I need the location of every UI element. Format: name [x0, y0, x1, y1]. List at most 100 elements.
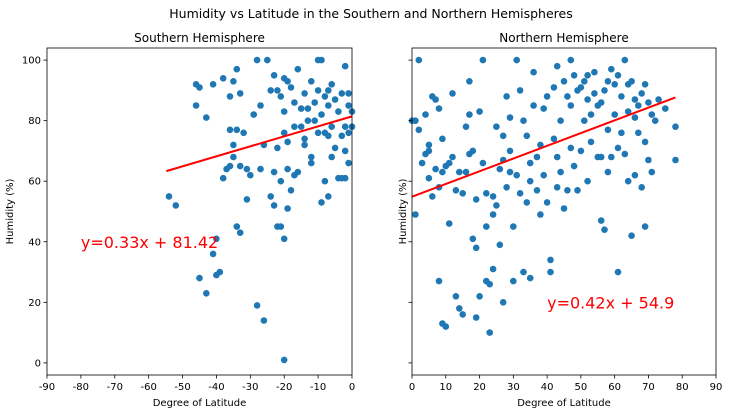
data-point: [581, 78, 588, 85]
data-point: [533, 187, 541, 194]
data-point: [267, 193, 275, 200]
data-point: [325, 102, 332, 109]
data-point: [314, 56, 322, 64]
data-point: [291, 123, 298, 130]
data-point: [287, 187, 295, 194]
data-point: [496, 165, 504, 173]
data-point: [638, 184, 645, 191]
data-point: [301, 90, 308, 97]
data-point: [570, 162, 578, 170]
x-axis-label: Degree of Latitude: [153, 398, 247, 409]
data-point: [516, 190, 524, 197]
data-point: [553, 153, 561, 161]
data-point: [328, 153, 336, 161]
data-point: [287, 84, 295, 91]
data-point: [240, 129, 247, 137]
data-point: [284, 138, 291, 146]
data-point: [321, 93, 329, 100]
data-point: [308, 78, 315, 85]
data-point: [553, 62, 561, 70]
data-point: [523, 199, 531, 206]
x-tick-label: 40: [541, 382, 554, 393]
data-point: [540, 105, 547, 112]
data-point: [564, 93, 571, 100]
x-tick-label: 60: [608, 382, 621, 393]
data-point: [415, 126, 423, 134]
data-point: [567, 102, 575, 109]
data-point: [628, 232, 635, 239]
data-point: [335, 108, 342, 115]
data-point: [294, 65, 302, 73]
data-point: [597, 99, 605, 106]
data-point: [641, 223, 649, 230]
data-point: [236, 90, 244, 97]
data-point: [483, 190, 490, 197]
data-point: [435, 277, 443, 285]
data-point: [618, 93, 625, 100]
data-point: [345, 90, 352, 97]
data-point: [192, 102, 200, 109]
data-point: [550, 135, 558, 143]
scatter-points: [408, 56, 679, 336]
data-point: [280, 108, 288, 115]
data-point: [476, 293, 483, 300]
data-point: [493, 202, 500, 209]
data-point: [526, 159, 534, 167]
data-point: [584, 72, 591, 79]
regression-equation: y=0.42x + 54.9: [547, 293, 674, 312]
data-point: [236, 162, 244, 170]
x-tick-label: 20: [473, 382, 486, 393]
data-point: [449, 90, 456, 97]
y-axis-label: Humidity (%): [398, 178, 409, 244]
data-point: [462, 168, 470, 176]
data-point: [429, 193, 436, 200]
data-point: [314, 129, 322, 137]
data-point: [635, 129, 642, 137]
data-point: [645, 156, 652, 164]
data-point: [274, 87, 281, 94]
data-point: [530, 102, 537, 109]
data-point: [226, 93, 234, 100]
data-point: [533, 153, 541, 161]
data-point: [553, 184, 561, 191]
data-point: [338, 132, 346, 140]
data-point: [274, 144, 281, 152]
data-point: [499, 132, 507, 140]
data-point: [277, 223, 285, 230]
data-point: [331, 96, 339, 103]
data-point: [503, 93, 510, 100]
data-point: [456, 305, 463, 312]
x-tick-label: 0: [349, 382, 355, 393]
data-point: [577, 147, 585, 155]
data-point: [550, 84, 558, 91]
data-point: [564, 187, 571, 194]
figure-title: Humidity vs Latitude in the Southern and…: [169, 6, 572, 21]
data-point: [243, 196, 251, 203]
data-point: [631, 171, 639, 179]
x-tick-label: 80: [676, 382, 689, 393]
data-point: [308, 153, 315, 161]
data-point: [328, 123, 336, 130]
x-tick-label: 30: [507, 382, 520, 393]
data-point: [499, 299, 507, 306]
data-point: [614, 268, 622, 276]
y-tick-label: 20: [28, 298, 41, 309]
x-tick-label: -80: [73, 382, 89, 393]
data-point: [165, 193, 173, 200]
data-point: [648, 168, 656, 176]
data-point: [584, 96, 591, 103]
data-point: [506, 168, 514, 176]
data-point: [581, 117, 588, 124]
data-point: [270, 202, 278, 209]
data-point: [672, 123, 679, 130]
data-point: [466, 150, 473, 158]
data-point: [432, 165, 439, 173]
x-tick-label: -20: [276, 382, 292, 393]
data-point: [341, 62, 349, 70]
data-point: [496, 241, 504, 249]
data-point: [611, 111, 618, 118]
data-point: [506, 114, 514, 121]
data-point: [341, 174, 349, 182]
data-point: [526, 177, 534, 185]
